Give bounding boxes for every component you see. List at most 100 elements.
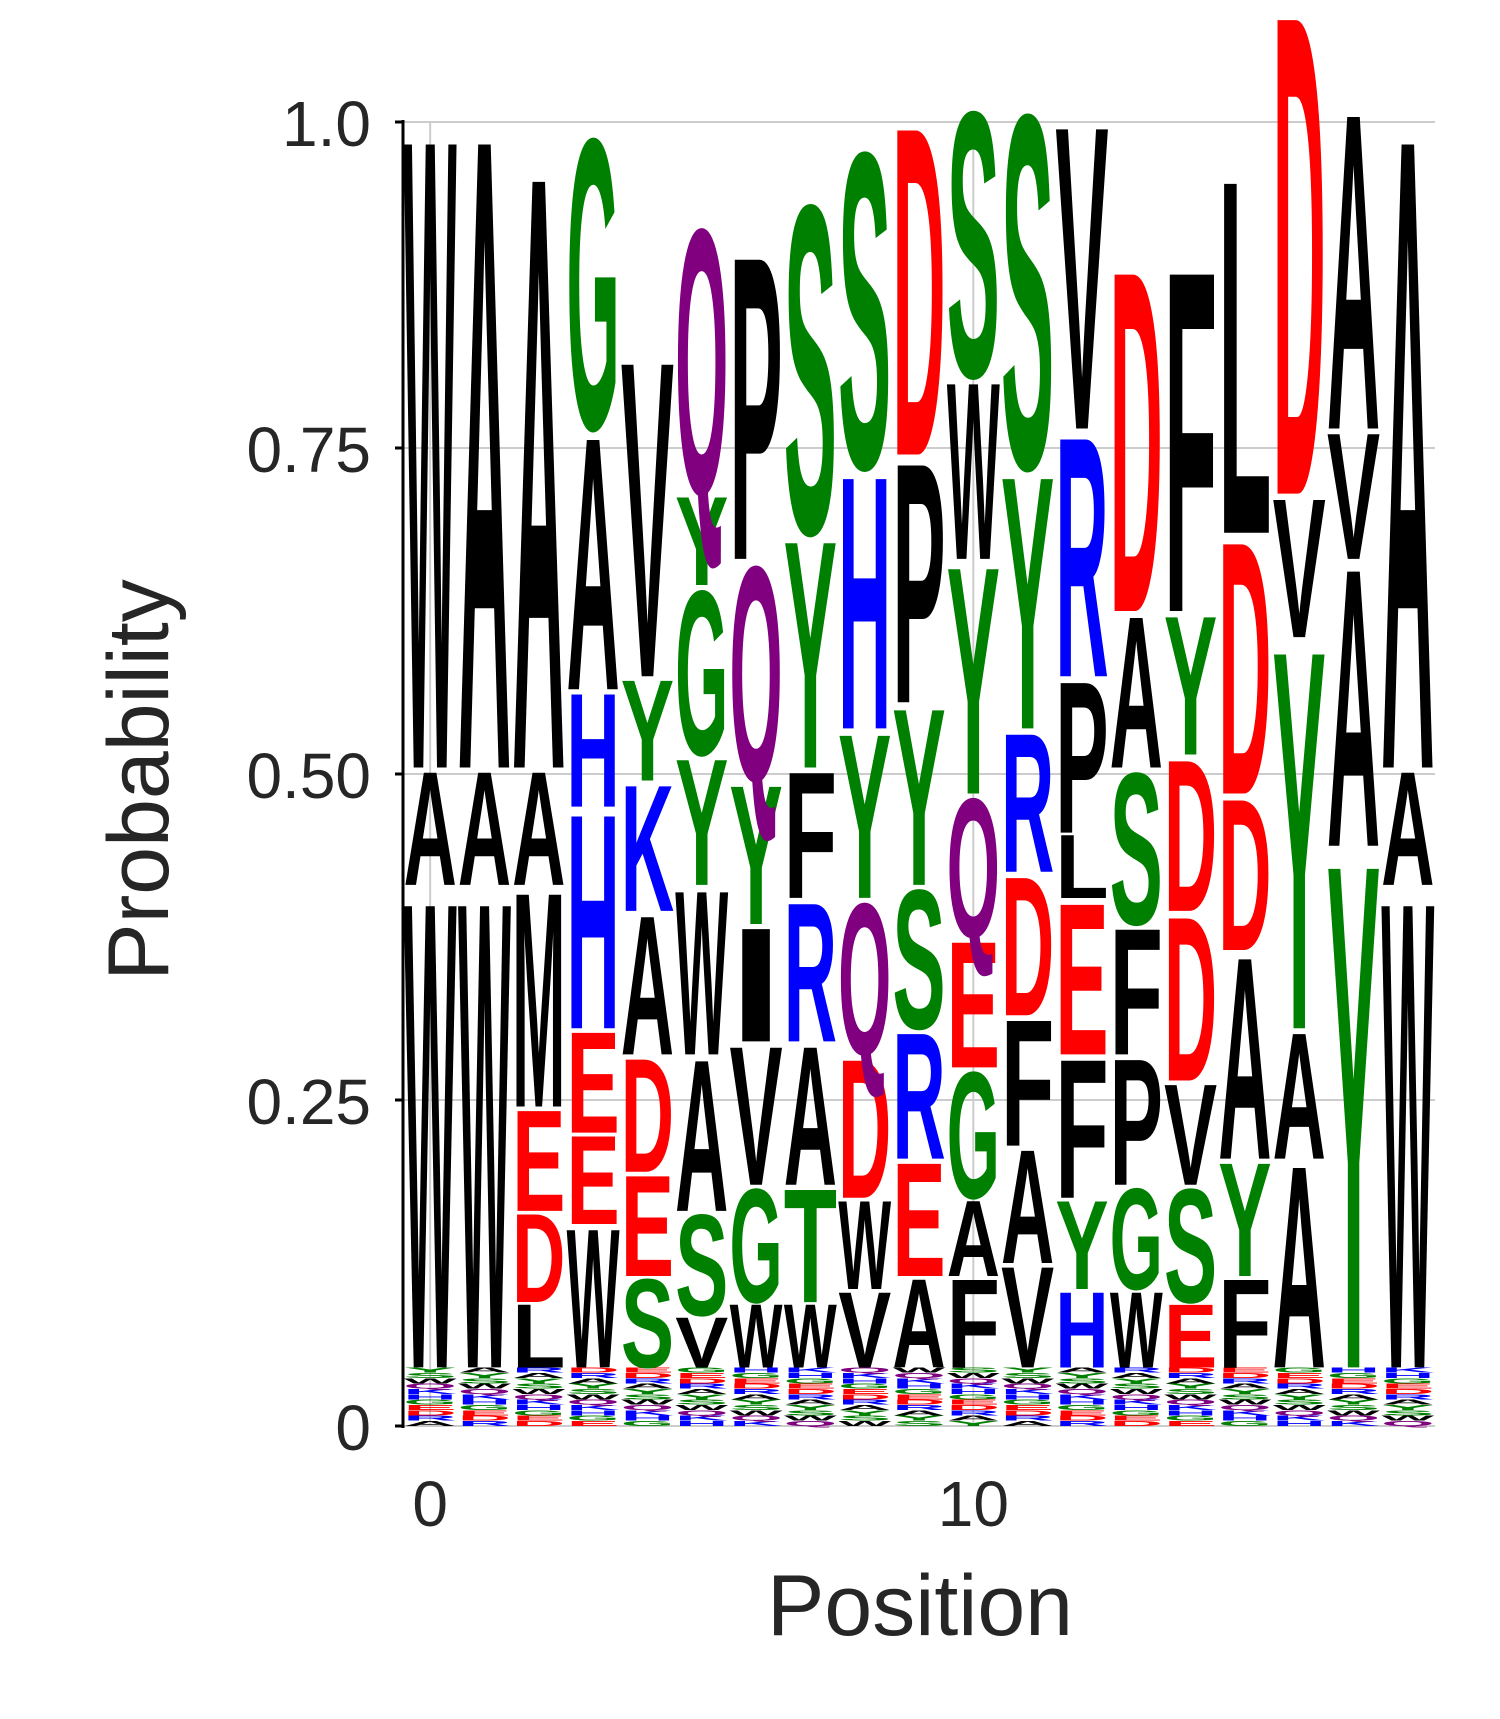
logo-letter-a: A xyxy=(458,0,511,961)
logo-letter-d: D xyxy=(1164,867,1217,1130)
logo-letter-s: S xyxy=(838,1414,891,1422)
logo-letter-w: W xyxy=(947,1372,1000,1380)
logo-letter-s: S xyxy=(947,1366,1000,1374)
logo-letter-w: W xyxy=(1001,1377,1054,1385)
logo-letter-g: G xyxy=(1218,1419,1271,1427)
logo-letter-a: A xyxy=(1110,1371,1163,1379)
logo-letter-e: E xyxy=(675,1371,728,1379)
logo-letter-a: A xyxy=(1110,572,1163,814)
logo-letter-a: A xyxy=(1218,897,1271,1220)
logo-letter-s: S xyxy=(1218,1393,1271,1401)
logo-letter-e: E xyxy=(512,1414,565,1422)
logo-letter-w: W xyxy=(404,0,457,959)
logo-letter-r: R xyxy=(675,1382,728,1390)
logo-letter-r: R xyxy=(1055,365,1108,749)
logo-letter-l: L xyxy=(1218,76,1271,642)
logo-letter-s: S xyxy=(675,1398,728,1406)
logo-letter-d: D xyxy=(1218,467,1271,872)
logo-letter-v: V xyxy=(730,1006,783,1228)
logo-letter-q: Q xyxy=(1327,1414,1380,1422)
logo-letter-d: D xyxy=(512,1187,565,1329)
logo-letter-e: E xyxy=(621,1145,674,1307)
logo-letter-w: W xyxy=(1273,1404,1326,1412)
logo-letter-d: D xyxy=(512,1419,565,1427)
logo-letter-d: D xyxy=(675,1377,728,1385)
logo-letter-g: G xyxy=(458,1403,511,1411)
logo-letter-h: H xyxy=(458,1398,511,1406)
logo-letter-w: W xyxy=(838,1420,891,1428)
logo-letter-f: F xyxy=(1164,170,1217,716)
logo-letter-g: G xyxy=(404,1398,457,1406)
logo-letter-v: V xyxy=(621,267,674,773)
logo-letter-a: A xyxy=(1001,1115,1054,1298)
logo-letter-e: E xyxy=(1381,1382,1434,1390)
logo-letter-h: H xyxy=(566,1409,619,1417)
logo-letter-e: E xyxy=(566,1110,619,1251)
logo-letter-g: G xyxy=(1273,1366,1326,1374)
logo-letter-y: Y xyxy=(1110,1377,1163,1385)
logo-letter-y: Y xyxy=(621,649,674,811)
logo-letter-k: K xyxy=(566,1403,619,1411)
logo-letter-s: S xyxy=(1273,1398,1326,1406)
logo-letter-y: Y xyxy=(1218,1130,1271,1312)
logo-letter-d: D xyxy=(892,30,945,555)
logo-letter-d: D xyxy=(947,1403,1000,1411)
logo-letter-d: D xyxy=(566,1366,619,1374)
logo-letter-q: Q xyxy=(838,1366,891,1374)
logo-letter-h: H xyxy=(838,401,891,806)
logo-letter-i: I xyxy=(729,894,782,1076)
logo-letter-q: Q xyxy=(729,1414,782,1422)
logo-letter-r: R xyxy=(784,1393,837,1401)
logo-letter-r: R xyxy=(1273,1382,1326,1390)
logo-letter-e: E xyxy=(566,1001,619,1163)
logo-letter-p: P xyxy=(892,391,945,775)
logo-letter-d: D xyxy=(838,1393,891,1401)
logo-letter-s: S xyxy=(1164,1156,1217,1338)
logo-letter-h: H xyxy=(1164,1409,1217,1417)
logo-letter-v: V xyxy=(1327,394,1380,597)
logo-letter-w: W xyxy=(838,1174,891,1316)
logo-letter-e: E xyxy=(566,1419,619,1427)
logo-letter-k: K xyxy=(784,1366,837,1374)
logo-letter-v: V xyxy=(838,1270,891,1391)
logo-letter-h: H xyxy=(1381,1371,1434,1379)
logo-letter-r: R xyxy=(1164,1371,1217,1379)
logo-letter-k: K xyxy=(947,1382,1000,1390)
logo-letter-v: V xyxy=(675,1303,728,1384)
logo-letter-a: A xyxy=(1381,0,1434,961)
logo-letter-g: G xyxy=(675,1366,728,1374)
logo-letter-a: A xyxy=(947,1178,1000,1300)
logo-letter-d: D xyxy=(1164,1366,1217,1374)
logo-letter-w: W xyxy=(1381,1414,1434,1422)
axes-layer: 0 0.25 0.50 0.75 1.0 0 10 xyxy=(246,88,1008,1540)
logo-letter-a: A xyxy=(1327,1393,1380,1401)
logo-letter-y: Y xyxy=(1327,1398,1380,1406)
logo-letter-p: P xyxy=(1110,1020,1163,1223)
y-tick-label: 0.50 xyxy=(246,740,371,812)
logo-letter-p: P xyxy=(729,167,782,652)
logo-letter-v: V xyxy=(1055,36,1108,522)
logo-letter-e: E xyxy=(1001,1403,1054,1411)
logo-letter-a: A xyxy=(1381,1398,1434,1406)
logo-letter-w: W xyxy=(784,1286,837,1387)
logo-letter-y: Y xyxy=(675,720,728,923)
logo-letter-s: S xyxy=(621,1393,674,1401)
logo-letter-w: W xyxy=(1164,1393,1217,1401)
logo-letter-t: T xyxy=(784,1155,837,1337)
logo-letter-h: H xyxy=(675,1419,728,1427)
logo-letter-d: D xyxy=(1110,169,1163,716)
logo-letter-d: D xyxy=(1110,1419,1163,1427)
logo-letter-a: A xyxy=(947,1414,1000,1422)
logo-letter-h: H xyxy=(784,1371,837,1379)
logo-letter-d: D xyxy=(1001,835,1054,1058)
logo-letter-w: W xyxy=(1056,1382,1109,1390)
logo-letter-s: S xyxy=(1001,1371,1054,1379)
logo-letter-a: A xyxy=(1327,486,1380,931)
logo-letter-a: A xyxy=(838,1403,891,1411)
logo-letter-e: E xyxy=(1055,1409,1108,1417)
logo-letter-y: Y xyxy=(1164,576,1217,798)
logo-letter-d: D xyxy=(1055,1414,1108,1422)
logo-letter-r: R xyxy=(512,1366,565,1374)
logo-letter-a: A xyxy=(621,1382,674,1390)
logo-letter-a: A xyxy=(566,362,619,767)
